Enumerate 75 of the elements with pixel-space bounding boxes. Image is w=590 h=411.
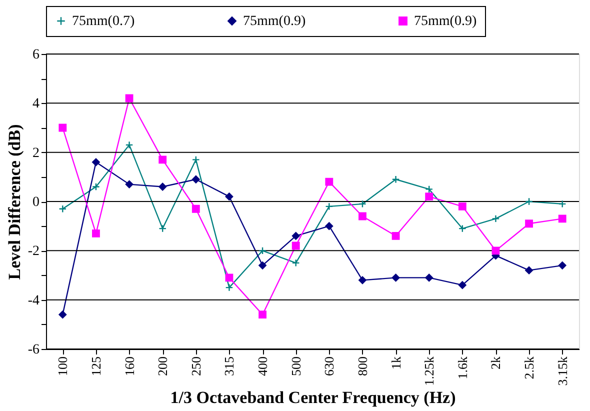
y-tick-label: -6 xyxy=(28,342,40,358)
x-tick-label: 125 xyxy=(88,356,104,376)
point xyxy=(192,156,200,164)
point xyxy=(92,182,100,191)
point xyxy=(58,204,67,213)
x-tick-label: 800 xyxy=(354,356,370,376)
point xyxy=(158,224,167,232)
point xyxy=(492,246,500,255)
legend-label: 75mm(0.9) xyxy=(414,14,477,29)
point xyxy=(425,192,434,201)
x-tick-label: 160 xyxy=(122,356,137,376)
y-tick-label: 0 xyxy=(32,195,40,210)
y-tick-label: -2 xyxy=(28,244,40,260)
point xyxy=(458,281,466,290)
point xyxy=(58,124,67,132)
x-tick-label: 1k xyxy=(388,356,404,370)
point xyxy=(325,222,334,230)
point xyxy=(525,266,533,274)
point xyxy=(525,220,533,228)
point xyxy=(425,274,434,282)
point xyxy=(258,261,266,270)
point xyxy=(558,261,566,270)
x-tick-label: 500 xyxy=(288,356,304,376)
point xyxy=(492,214,500,223)
y-tick-label: 4 xyxy=(32,96,40,112)
point xyxy=(258,310,266,319)
point xyxy=(92,230,100,238)
y-tick-label: 6 xyxy=(32,48,40,62)
point xyxy=(358,276,366,284)
legend-label: 75mm(0.9) xyxy=(243,14,306,29)
point xyxy=(558,214,566,223)
x-tick-label: 3.15k xyxy=(554,356,570,386)
point xyxy=(392,175,400,184)
point xyxy=(125,141,134,149)
point xyxy=(292,259,300,267)
point xyxy=(292,242,300,250)
point xyxy=(392,274,400,282)
point xyxy=(158,182,167,191)
x-tick-label: 2k xyxy=(488,356,504,370)
point xyxy=(292,232,300,240)
x-tick-label: 250 xyxy=(188,356,204,376)
x-tick-label: 315 xyxy=(222,356,237,376)
point xyxy=(192,204,200,213)
x-tick-label: 200 xyxy=(155,356,170,376)
point xyxy=(192,175,200,184)
point xyxy=(458,202,466,210)
point xyxy=(458,224,466,232)
point xyxy=(125,180,134,188)
point xyxy=(558,200,566,208)
point xyxy=(358,200,366,208)
y-axis-title: Level Difference (dB) xyxy=(4,124,24,280)
y-tick-label: -4 xyxy=(28,293,40,308)
x-tick-label: 630 xyxy=(322,356,337,376)
point xyxy=(325,202,334,210)
point xyxy=(258,246,266,255)
x-tick-label: 2.5k xyxy=(522,356,537,380)
point xyxy=(158,156,167,164)
y-tick-label: 2 xyxy=(32,146,40,161)
point xyxy=(125,94,134,102)
point xyxy=(92,158,100,166)
x-tick-label: 100 xyxy=(55,356,70,376)
point xyxy=(225,274,234,282)
point xyxy=(58,310,67,319)
point xyxy=(392,232,400,240)
legend-label: 75mm(0.7) xyxy=(72,14,135,29)
point xyxy=(225,284,234,292)
x-tick-label: 1.25k xyxy=(422,356,437,386)
point xyxy=(225,192,234,201)
point xyxy=(425,185,434,194)
point xyxy=(325,178,334,186)
point xyxy=(358,212,366,220)
x-tick-label: 400 xyxy=(255,356,270,376)
point xyxy=(525,198,533,206)
x-tick-label: 1.6k xyxy=(454,356,470,380)
x-axis-title: 1/3 Octaveband Center Frequency (Hz) xyxy=(170,388,456,407)
